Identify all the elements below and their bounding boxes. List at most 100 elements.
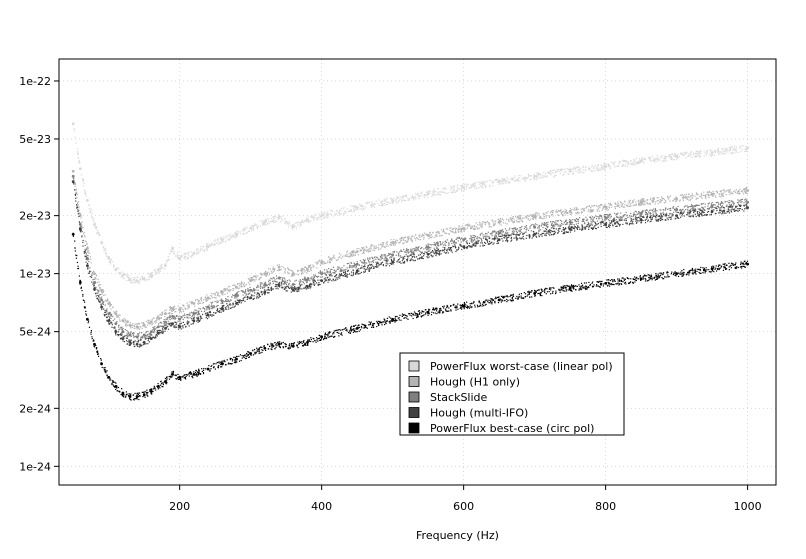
data-point (192, 251, 196, 255)
x-axis: 200 400 600 800 1000 (169, 485, 762, 513)
data-point (306, 284, 309, 288)
data-point (462, 304, 466, 308)
data-point (164, 326, 167, 330)
data-point (639, 277, 643, 281)
data-point (121, 330, 125, 334)
data-point (135, 395, 139, 399)
data-point (114, 384, 118, 388)
y-axis: 1e-24 2e-24 5e-24 1e-23 2e-23 5e-23 1e-22 (19, 75, 59, 473)
data-point (220, 307, 224, 310)
data-point (497, 220, 501, 224)
data-point (391, 241, 395, 244)
series-1 (71, 169, 750, 330)
data-point (107, 319, 111, 323)
data-point (171, 247, 174, 250)
data-point (164, 264, 167, 268)
data-point (178, 317, 182, 321)
data-point (235, 302, 238, 305)
data-point (235, 285, 238, 289)
data-point (78, 214, 82, 218)
data-point (746, 206, 750, 210)
data-point (291, 282, 295, 286)
data-point (142, 340, 146, 344)
data-point (277, 342, 281, 346)
data-point (604, 216, 608, 220)
data-point (675, 197, 679, 201)
data-point (128, 278, 132, 282)
data-point (192, 372, 196, 376)
y-tick-label: 1e-24 (19, 460, 51, 473)
data-point (121, 319, 125, 323)
data-point (171, 372, 174, 376)
data-point (462, 245, 466, 249)
legend-label: StackSlide (430, 391, 488, 404)
data-point (171, 307, 174, 310)
data-point (164, 320, 167, 324)
data-point (533, 232, 537, 236)
data-point (391, 253, 395, 257)
data-point (306, 218, 309, 222)
data-point (171, 314, 174, 318)
data-point (164, 380, 167, 384)
data-point (220, 290, 224, 294)
data-point (107, 375, 111, 379)
data-point (156, 268, 160, 271)
data-point (149, 389, 153, 393)
data-point (107, 302, 111, 305)
data-point (142, 333, 146, 337)
data-point (149, 273, 153, 277)
data-point (277, 216, 281, 220)
data-point (78, 167, 82, 171)
data-point (320, 272, 324, 276)
legend-label: Hough (multi-IFO) (430, 407, 528, 420)
data-point (171, 322, 174, 326)
data-point (306, 278, 309, 282)
data-point (121, 273, 125, 277)
data-point (306, 340, 309, 344)
y-tick-label: 2e-23 (19, 210, 51, 223)
data-point (93, 272, 96, 276)
data-point (604, 281, 608, 285)
data-point (263, 346, 267, 350)
data-point (235, 357, 238, 361)
data-point (78, 223, 82, 226)
data-point (135, 342, 139, 346)
data-point (320, 335, 324, 339)
data-point (249, 288, 253, 292)
legend: PowerFlux worst-case (linear pol) Hough (… (399, 352, 625, 436)
legend-swatch (408, 422, 420, 434)
data-point (192, 319, 196, 323)
data-point (604, 165, 608, 168)
data-point (675, 155, 679, 158)
x-tick-label: 400 (311, 500, 332, 513)
y-tick-label: 2e-24 (19, 402, 51, 415)
data-point (249, 279, 253, 283)
data-point (149, 320, 153, 324)
data-point (71, 169, 75, 173)
x-tick-label: 1000 (734, 500, 762, 513)
data-point (206, 367, 210, 371)
data-point (93, 223, 96, 226)
data-point (639, 212, 643, 215)
data-point (533, 215, 537, 218)
data-point (178, 325, 182, 329)
data-point (533, 291, 537, 295)
data-point (71, 180, 75, 184)
data-point (192, 312, 196, 316)
data-point (71, 232, 75, 236)
data-point (206, 305, 210, 309)
data-point (107, 312, 111, 316)
data-point (178, 375, 182, 379)
data-point (128, 323, 132, 327)
data-point (220, 238, 224, 242)
data-point (355, 262, 359, 266)
data-point (263, 272, 267, 276)
data-point (568, 286, 572, 290)
data-point (277, 265, 281, 269)
data-point (93, 342, 96, 346)
data-point (263, 220, 267, 224)
data-point (121, 391, 125, 395)
x-tick-label: 800 (595, 500, 616, 513)
data-point (78, 227, 82, 231)
data-point (100, 241, 103, 244)
